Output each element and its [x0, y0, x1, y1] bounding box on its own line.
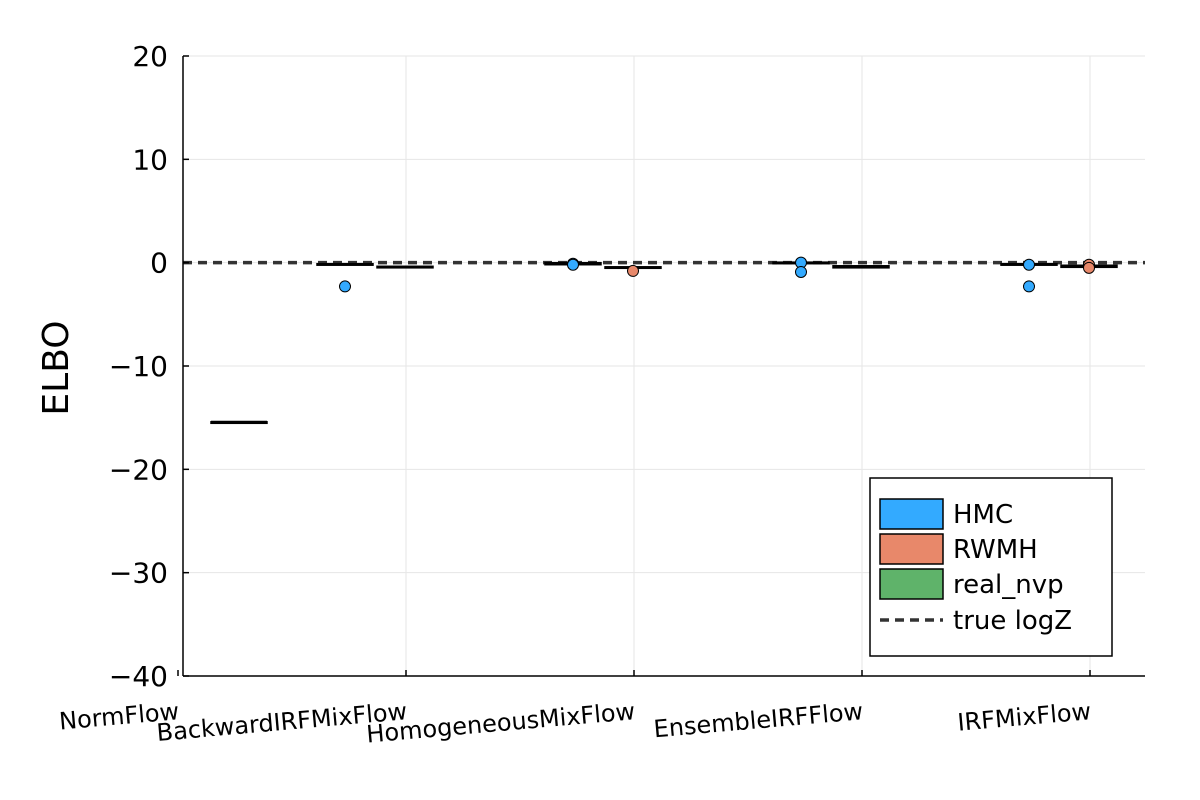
box-RWMH-IRFMixFlow — [1060, 258, 1118, 274]
box-HMC-BackwardIRFMixFlow — [316, 262, 374, 293]
axes — [177, 55, 1145, 677]
y-tick-labels: 20 10 0 −10 −20 −30 −40 — [109, 40, 168, 693]
legend-label-RWMH: RWMH — [953, 535, 1038, 565]
box-RWMH-BackwardIRFMixFlow — [376, 265, 434, 269]
legend-swatch-HMC — [879, 498, 944, 530]
outlier-point — [567, 258, 579, 271]
legend-label-true-logz: true logZ — [953, 606, 1072, 636]
box-RWMH-EnsembleIRFFlow — [832, 265, 890, 269]
x-tick-labels: NormFlowBackwardIRFMixFlowHomogeneousMix… — [58, 697, 1092, 748]
y-axis-title: ELBO — [36, 320, 77, 415]
y-tick-label: −30 — [109, 557, 168, 590]
legend-label-real_nvp: real_nvp — [953, 570, 1064, 600]
y-tick-label: −40 — [109, 660, 168, 693]
outlier-point — [1083, 261, 1095, 274]
box-layer — [210, 256, 1118, 425]
box-HMC-IRFMixFlow — [1000, 258, 1058, 293]
outlier-point — [1023, 280, 1035, 293]
outlier-point — [339, 280, 351, 293]
y-tick-label: 10 — [132, 143, 168, 176]
box-RWMH-HomogeneousMixFlow — [604, 264, 662, 277]
outlier-point — [627, 264, 639, 277]
outlier-point — [795, 265, 807, 278]
box-HMC-HomogeneousMixFlow — [544, 257, 602, 271]
y-tick-label: 0 — [150, 247, 168, 280]
y-tick-label: −10 — [109, 350, 168, 383]
y-tick-label: 20 — [132, 40, 168, 73]
legend-swatch-real_nvp — [879, 568, 944, 600]
y-tick-label: −20 — [109, 453, 168, 486]
x-tick-label: IRFMixFlow — [956, 697, 1092, 737]
box-HMC-EnsembleIRFFlow — [772, 256, 830, 278]
legend-swatch-RWMH — [879, 533, 944, 565]
outlier-point — [1023, 258, 1035, 271]
box-real_nvp-NormFlow — [210, 420, 268, 425]
legend-label-HMC: HMC — [953, 500, 1013, 530]
x-tick-label: EnsembleIRFFlow — [653, 697, 865, 743]
